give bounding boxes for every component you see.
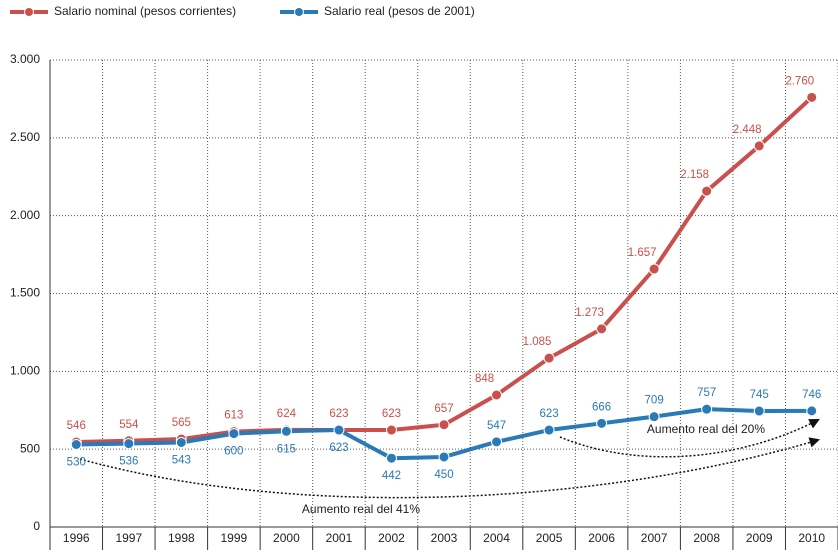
data-point [280,425,292,437]
y-tick-label: 500 [20,441,40,455]
x-tick-label: 2004 [483,531,510,545]
annotation-arrow [79,437,821,499]
data-point [701,403,713,415]
x-tick-label: 2003 [431,531,458,545]
x-tick-label: 2005 [536,531,563,545]
data-point [491,389,503,401]
x-tick-label: 2009 [746,531,773,545]
y-tick-label: 1.000 [10,364,40,378]
data-point [648,263,660,275]
value-label: 666 [592,401,611,413]
x-tick-label: 1998 [168,531,195,545]
value-label: 615 [277,443,296,455]
x-tick-label: 2010 [798,531,825,545]
value-label: 757 [697,387,716,399]
value-label: 745 [750,389,769,401]
value-label: 2.448 [733,124,762,136]
value-label: 536 [119,456,138,468]
x-tick-label: 2000 [273,531,300,545]
y-tick-label: 1.500 [10,286,40,300]
legend-label: Salario real (pesos de 2001) [324,4,475,18]
value-label: 1.273 [575,307,604,319]
value-label: 530 [67,457,86,469]
x-tick-label: 2006 [588,531,615,545]
annotation-arrow [559,419,820,458]
data-point [438,451,450,463]
data-point [438,419,450,431]
data-point [491,436,503,448]
value-label: 623 [539,408,558,420]
value-label: 709 [645,395,664,407]
annotation: Aumento real del 41% [302,502,420,516]
value-label: 547 [487,420,506,432]
data-point [385,452,397,464]
value-label: 554 [119,419,139,431]
annotation: Aumento real del 20% [647,422,765,436]
x-tick-label: 2007 [641,531,668,545]
x-tick-label: 1997 [115,531,142,545]
value-label: 624 [277,408,297,420]
value-label: 543 [172,455,191,467]
value-label: 565 [172,417,191,429]
data-point [806,91,818,103]
legend-label: Salario nominal (pesos corrientes) [54,4,236,18]
data-point [543,352,555,364]
data-point [228,428,240,440]
x-tick-label: 2001 [326,531,353,545]
value-label: 1.657 [628,247,657,259]
value-label: 1.085 [523,336,552,348]
value-label: 546 [67,420,86,432]
x-tick-label: 2008 [693,531,720,545]
x-tick-label: 2002 [378,531,405,545]
value-label: 450 [434,469,453,481]
data-point [70,438,82,450]
value-label: 623 [329,442,348,454]
value-label: 613 [224,410,243,422]
data-point [753,140,765,152]
data-point [753,405,765,417]
data-point [333,424,345,436]
value-label: 623 [382,408,401,420]
y-tick-label: 2.500 [10,130,40,144]
x-tick-label: 1996 [63,531,90,545]
legend-marker [294,7,304,17]
data-point [596,323,608,335]
value-label: 2.760 [785,75,814,87]
y-tick-label: 3.000 [10,52,40,66]
value-label: 848 [475,373,494,385]
legend-marker [24,7,34,17]
y-tick-label: 2.000 [10,208,40,222]
data-point [806,405,818,417]
value-label: 2.158 [680,169,709,181]
data-point [385,424,397,436]
data-point [175,436,187,448]
data-point [648,411,660,423]
value-label: 657 [434,403,453,415]
data-point [543,424,555,436]
data-point [596,417,608,429]
value-label: 442 [382,470,401,482]
data-point [123,438,135,450]
y-tick-label: 0 [33,519,40,533]
value-label: 746 [802,389,821,401]
data-point [701,185,713,197]
value-label: 623 [329,408,348,420]
value-label: 600 [224,446,243,458]
x-tick-label: 1999 [221,531,248,545]
